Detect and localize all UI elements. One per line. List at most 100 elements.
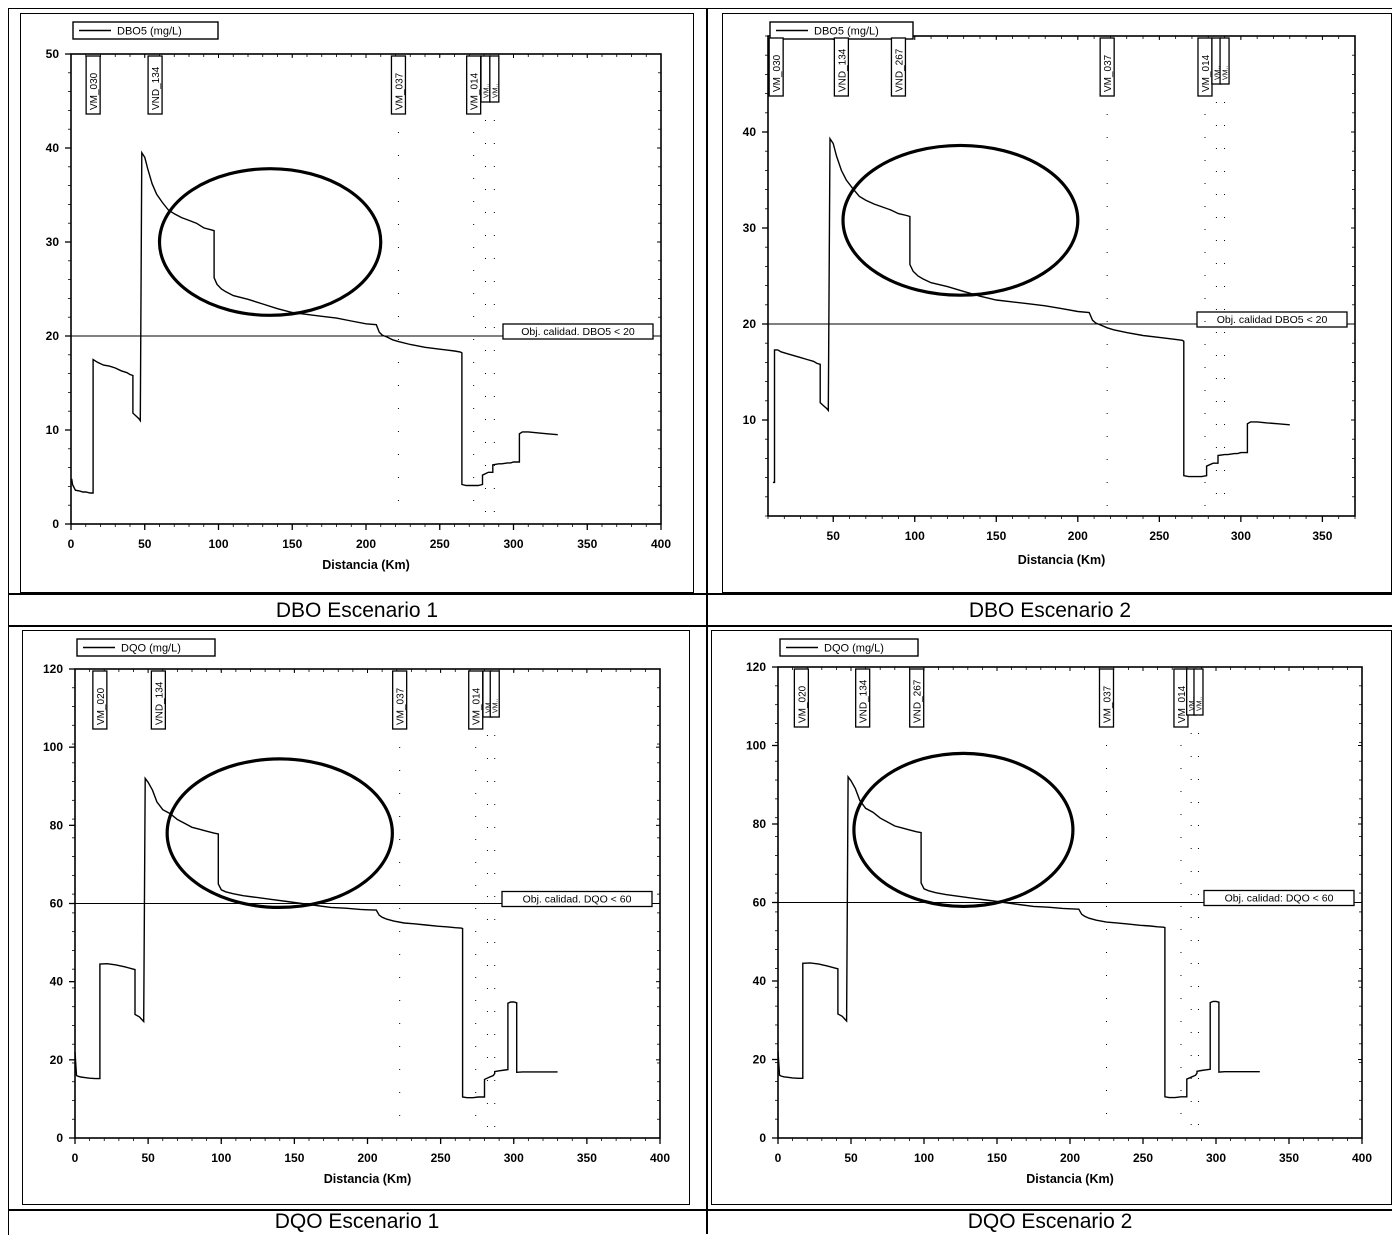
quality-objective-box [1196, 311, 1348, 328]
station-box [392, 670, 408, 730]
y-tick-label: 40 [46, 141, 60, 155]
chart-panel-dqo-escenario-1: 0 50 100 150 200 250 300 350 400 0 20 40 60 80 100 120 D… [22, 630, 690, 1205]
y-tick-label: 20 [50, 1053, 64, 1067]
quality-objective-label: Obj. calidad: DQO < 60 [1225, 893, 1334, 905]
x-tick-label: 200 [1060, 1151, 1080, 1165]
series-line [777, 774, 1260, 1099]
x-tick-label: 50 [844, 1151, 858, 1165]
station-box [489, 55, 500, 103]
chart-dbo-escenario-2: 50 100 150 200 250 300 350 10 20 30 40 Distancia (K… [743, 21, 1356, 567]
station-label: VM_037 [396, 687, 407, 725]
series-line [74, 776, 558, 1099]
station-marker: VM_014 [1197, 37, 1213, 97]
station-label: VM.. [485, 699, 492, 713]
legend-label: DBO5 (mg/L) [117, 26, 182, 38]
x-axis-label: Distancia (Km) [322, 558, 410, 572]
station-label: VM.. [1189, 697, 1196, 711]
station-box [147, 55, 163, 115]
x-axis-label: Distancia (Km) [1026, 1172, 1114, 1186]
station-label: VM_014 [470, 72, 481, 110]
station-marker: VM.. [1193, 668, 1204, 716]
y-tick-label: 40 [743, 125, 757, 139]
y-tick-label: 20 [743, 317, 757, 331]
station-box [150, 670, 167, 730]
x-tick-label: 250 [1133, 1151, 1153, 1165]
station-label: VM_037 [1103, 54, 1114, 92]
highlight-ellipse [841, 143, 1080, 297]
y-tick-label: 120 [43, 662, 63, 676]
station-box [890, 37, 907, 97]
x-tick-label: 300 [1231, 529, 1251, 543]
y-tick-label: 0 [52, 517, 59, 531]
station-marker: VM.. [480, 55, 491, 103]
y-tick-label: 50 [46, 47, 60, 61]
station-label: VM.. [483, 84, 490, 98]
x-tick-label: 250 [430, 537, 450, 551]
station-box [92, 670, 108, 730]
highlight-ellipse [157, 167, 383, 317]
x-tick-label: 300 [1206, 1151, 1226, 1165]
x-tick-label: 400 [1352, 1151, 1372, 1165]
x-tick-label: 200 [357, 1151, 377, 1165]
station-label: VND_134 [837, 48, 848, 92]
station-label: VM.. [1223, 66, 1230, 80]
station-label: VM_014 [1201, 54, 1212, 92]
quality-objective-box [1203, 889, 1355, 907]
station-box [855, 668, 871, 728]
caption-dqo-escenario-2: DQO Escenario 2 [967, 1210, 1133, 1233]
station-marker: VM.. [489, 55, 500, 103]
x-tick-label: 150 [282, 537, 302, 551]
station-box [390, 55, 407, 115]
station-marker: VM_014 [468, 670, 484, 730]
x-tick-label: 200 [356, 537, 376, 551]
x-tick-label: 250 [431, 1151, 451, 1165]
x-tick-label: 50 [138, 537, 152, 551]
quality-objective-label: Obj. calidad. DQO < 60 [523, 894, 632, 906]
legend-box [779, 638, 919, 657]
quality-objective-label: Obj. calidad. DBO5 < 20 [521, 326, 635, 338]
x-tick-label: 0 [72, 1151, 79, 1165]
station-box [85, 55, 101, 115]
station-label: VND_134 [859, 679, 870, 723]
x-tick-label: 350 [1312, 529, 1332, 543]
y-tick-label: 40 [753, 974, 767, 988]
plot-frame [767, 35, 1356, 517]
station-box [1193, 668, 1204, 716]
station-label: VM_030 [772, 54, 783, 92]
station-box [1219, 37, 1230, 85]
x-tick-label: 350 [577, 1151, 597, 1165]
x-tick-label: 350 [577, 537, 597, 551]
legend-label: DQO (mg/L) [824, 643, 884, 655]
x-tick-label: 300 [504, 1151, 524, 1165]
x-axis-label: Distancia (Km) [1018, 553, 1106, 567]
station-label: VM_020 [797, 685, 808, 723]
series-line [70, 150, 558, 494]
x-tick-label: 400 [650, 1151, 670, 1165]
legend-label: DBO5 (mg/L) [814, 26, 879, 38]
station-label: VM_030 [89, 72, 100, 110]
table-divider-row1 [8, 593, 1392, 595]
x-axis-label: Distancia (Km) [324, 1172, 412, 1186]
station-marker: VM_037 [390, 55, 407, 115]
x-tick-label: 100 [211, 1151, 231, 1165]
station-marker: VM_030 [768, 37, 784, 97]
station-box [489, 670, 500, 718]
quality-objective-box [502, 323, 654, 340]
series-line [772, 136, 1290, 484]
station-box [833, 37, 850, 97]
y-tick-label: 30 [743, 221, 757, 235]
y-tick-label: 60 [50, 897, 64, 911]
y-tick-label: 0 [56, 1131, 63, 1145]
table-divider-vertical [706, 8, 708, 1234]
chart-dbo-escenario-1: 0 50 100 150 200 250 300 350 400 0 10 20 30 40 50 Dista… [46, 21, 671, 572]
x-tick-label: 400 [651, 537, 671, 551]
station-label: VM_020 [96, 687, 107, 725]
figure-table [8, 8, 1392, 1235]
station-label: VM_014 [1177, 685, 1188, 723]
highlight-ellipse [165, 757, 394, 910]
x-tick-label: 100 [914, 1151, 934, 1165]
y-tick-label: 80 [753, 817, 767, 831]
legend-label: DQO (mg/L) [121, 643, 181, 655]
y-tick-label: 100 [43, 740, 63, 754]
station-marker: VND_134 [147, 55, 163, 115]
